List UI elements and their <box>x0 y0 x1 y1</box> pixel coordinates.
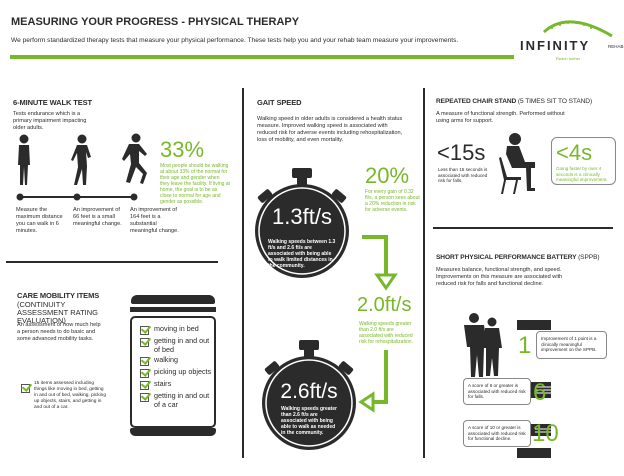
checkbox-checked-icon <box>140 393 149 402</box>
sppb-title-extra: (SPPB) <box>578 254 600 261</box>
seated-person-icon <box>499 133 535 194</box>
sppb-score-text: A score of 6 or greater is associated wi… <box>468 383 526 399</box>
checkbox-checked-icon <box>21 384 30 393</box>
divider <box>433 227 613 229</box>
speed-2: 2.0ft/s <box>357 294 412 316</box>
walk-test-desc: Tests endurance which is a primary impai… <box>13 111 87 131</box>
checkbox-checked-icon <box>140 369 149 378</box>
care-desc: An assessment of how much help a person … <box>17 322 101 342</box>
checklist-item: picking up objects <box>140 367 214 378</box>
checklist-item: stairs <box>140 379 214 390</box>
sppb-score-box: Improvement of 1 point is a clinically m… <box>536 331 607 359</box>
chair-desc: A measure of functional strength. Perfor… <box>436 111 565 124</box>
chair-title: REPEATED CHAIR STAND (5 TIMES SIT TO STA… <box>436 98 592 105</box>
header-bar <box>10 55 514 59</box>
divider <box>6 261 218 263</box>
stopwatch-icon <box>255 168 349 278</box>
container-lid <box>131 295 215 304</box>
walking-figures-icon <box>16 133 147 201</box>
checklist-item-label: getting in and out of a car <box>154 391 210 409</box>
sppb-title: SHORT PHYSICAL PERFORMANCE BATTERY (SPPB… <box>436 254 600 261</box>
walk-test-title: 6-MINUTE WALK TEST <box>13 98 93 107</box>
green-arrow-icon <box>358 235 398 413</box>
speed-1: 1.3ft/s <box>272 204 332 229</box>
stopwatch-icon <box>262 340 356 450</box>
gait-title: GAIT SPEED <box>257 98 302 107</box>
walk-stat-text: Most people should be walking at about 3… <box>160 163 230 205</box>
sppb-score-text: A score of 10 or greater is associated w… <box>468 425 526 441</box>
checklist-item: getting in and out of bed <box>140 336 214 354</box>
sppb-desc: Measures balance, functional strength, a… <box>436 267 563 287</box>
logo-name: INFINITY <box>520 38 591 53</box>
chair-improvement-box: <4s Going faster by over 4 seconds is a … <box>551 137 616 185</box>
page-title: MEASURING YOUR PROGRESS - PHYSICAL THERA… <box>11 16 300 28</box>
checkbox-checked-icon <box>140 381 149 390</box>
care-note: 15 items assessed including things like … <box>34 381 107 410</box>
care-subtitle: (CONTINUITY ASSESSMENT RATING EVALUATION… <box>17 300 98 325</box>
chair-title-extra: (5 TIMES SIT TO STAND) <box>517 98 593 105</box>
checklist-item-label: stairs <box>154 379 172 388</box>
sppb-score-box: A score of 6 or greater is associated wi… <box>463 378 531 405</box>
speed-2-text: Walking speeds greater than 2.0 ft/s are… <box>359 321 413 345</box>
sppb-score-box: A score of 10 or greater is associated w… <box>463 420 531 447</box>
logo-arc-icon <box>542 20 613 38</box>
divider <box>242 88 244 458</box>
checklist-item-label: getting in and out of bed <box>154 336 210 354</box>
sppb-title-main: SHORT PHYSICAL PERFORMANCE BATTERY <box>436 254 577 261</box>
checkbox-checked-icon <box>140 326 149 335</box>
sppb-score: 6 <box>533 379 547 406</box>
gait-stat: 20% <box>365 163 410 188</box>
checklist-item-label: picking up objects <box>154 367 212 376</box>
chair-stat-1-text: Less than 15 seconds is associated with … <box>438 167 488 183</box>
walk-stat: 33% <box>160 137 205 162</box>
logo-tagline: Reach further <box>556 56 581 61</box>
checklist-item-label: moving in bed <box>154 324 199 333</box>
sppb-score-text: Improvement of 1 point is a clinically m… <box>541 336 597 352</box>
sppb-score: 1 <box>518 332 532 359</box>
walk-step: An improvement of 66 feet is a small mea… <box>73 207 122 227</box>
care-title: CARE MOBILITY ITEMS <box>17 291 100 300</box>
checklist-container <box>130 316 216 428</box>
divider <box>423 88 425 458</box>
gait-desc: Walking speed in older adults is conside… <box>257 116 403 143</box>
walk-step: Measure the maximum distance you can wal… <box>16 207 63 234</box>
speed-3-text: Walking speeds greater than 2.6 ft/s are… <box>281 406 337 436</box>
chair-stat-2-text: Going faster by over 4 seconds is a clin… <box>556 166 608 182</box>
checklist-item: walking <box>140 355 214 366</box>
container-rim <box>130 307 216 312</box>
speed-1-text: Walking speeds between 1.3 ft/s and 2.6 … <box>268 239 336 269</box>
container-base <box>130 428 216 436</box>
checkbox-checked-icon <box>140 338 149 347</box>
speed-3: 2.6ft/s <box>280 380 338 403</box>
walk-step: An improvement of 164 feet is a substant… <box>130 207 179 234</box>
checklist-item: getting in and out of a car <box>140 391 214 409</box>
gait-stat-text: For every gain of 0.32 ft/s, a person se… <box>365 189 420 213</box>
checklist-item: moving in bed <box>140 324 214 335</box>
checklist: moving in bed getting in and out of bed … <box>140 324 214 409</box>
sppb-score: 10 <box>532 420 559 447</box>
logo-sub: REHAB <box>608 44 624 49</box>
checklist-item-label: walking <box>154 355 178 364</box>
page-subtitle: We perform standardized therapy tests th… <box>11 37 459 44</box>
chair-stat-2: <4s <box>556 140 593 165</box>
chair-stat-1: <15s <box>437 140 486 165</box>
checkbox-checked-icon <box>140 357 149 366</box>
logo: INFINITY REHAB Reach further <box>518 14 624 64</box>
chair-title-main: REPEATED CHAIR STAND <box>436 98 517 105</box>
